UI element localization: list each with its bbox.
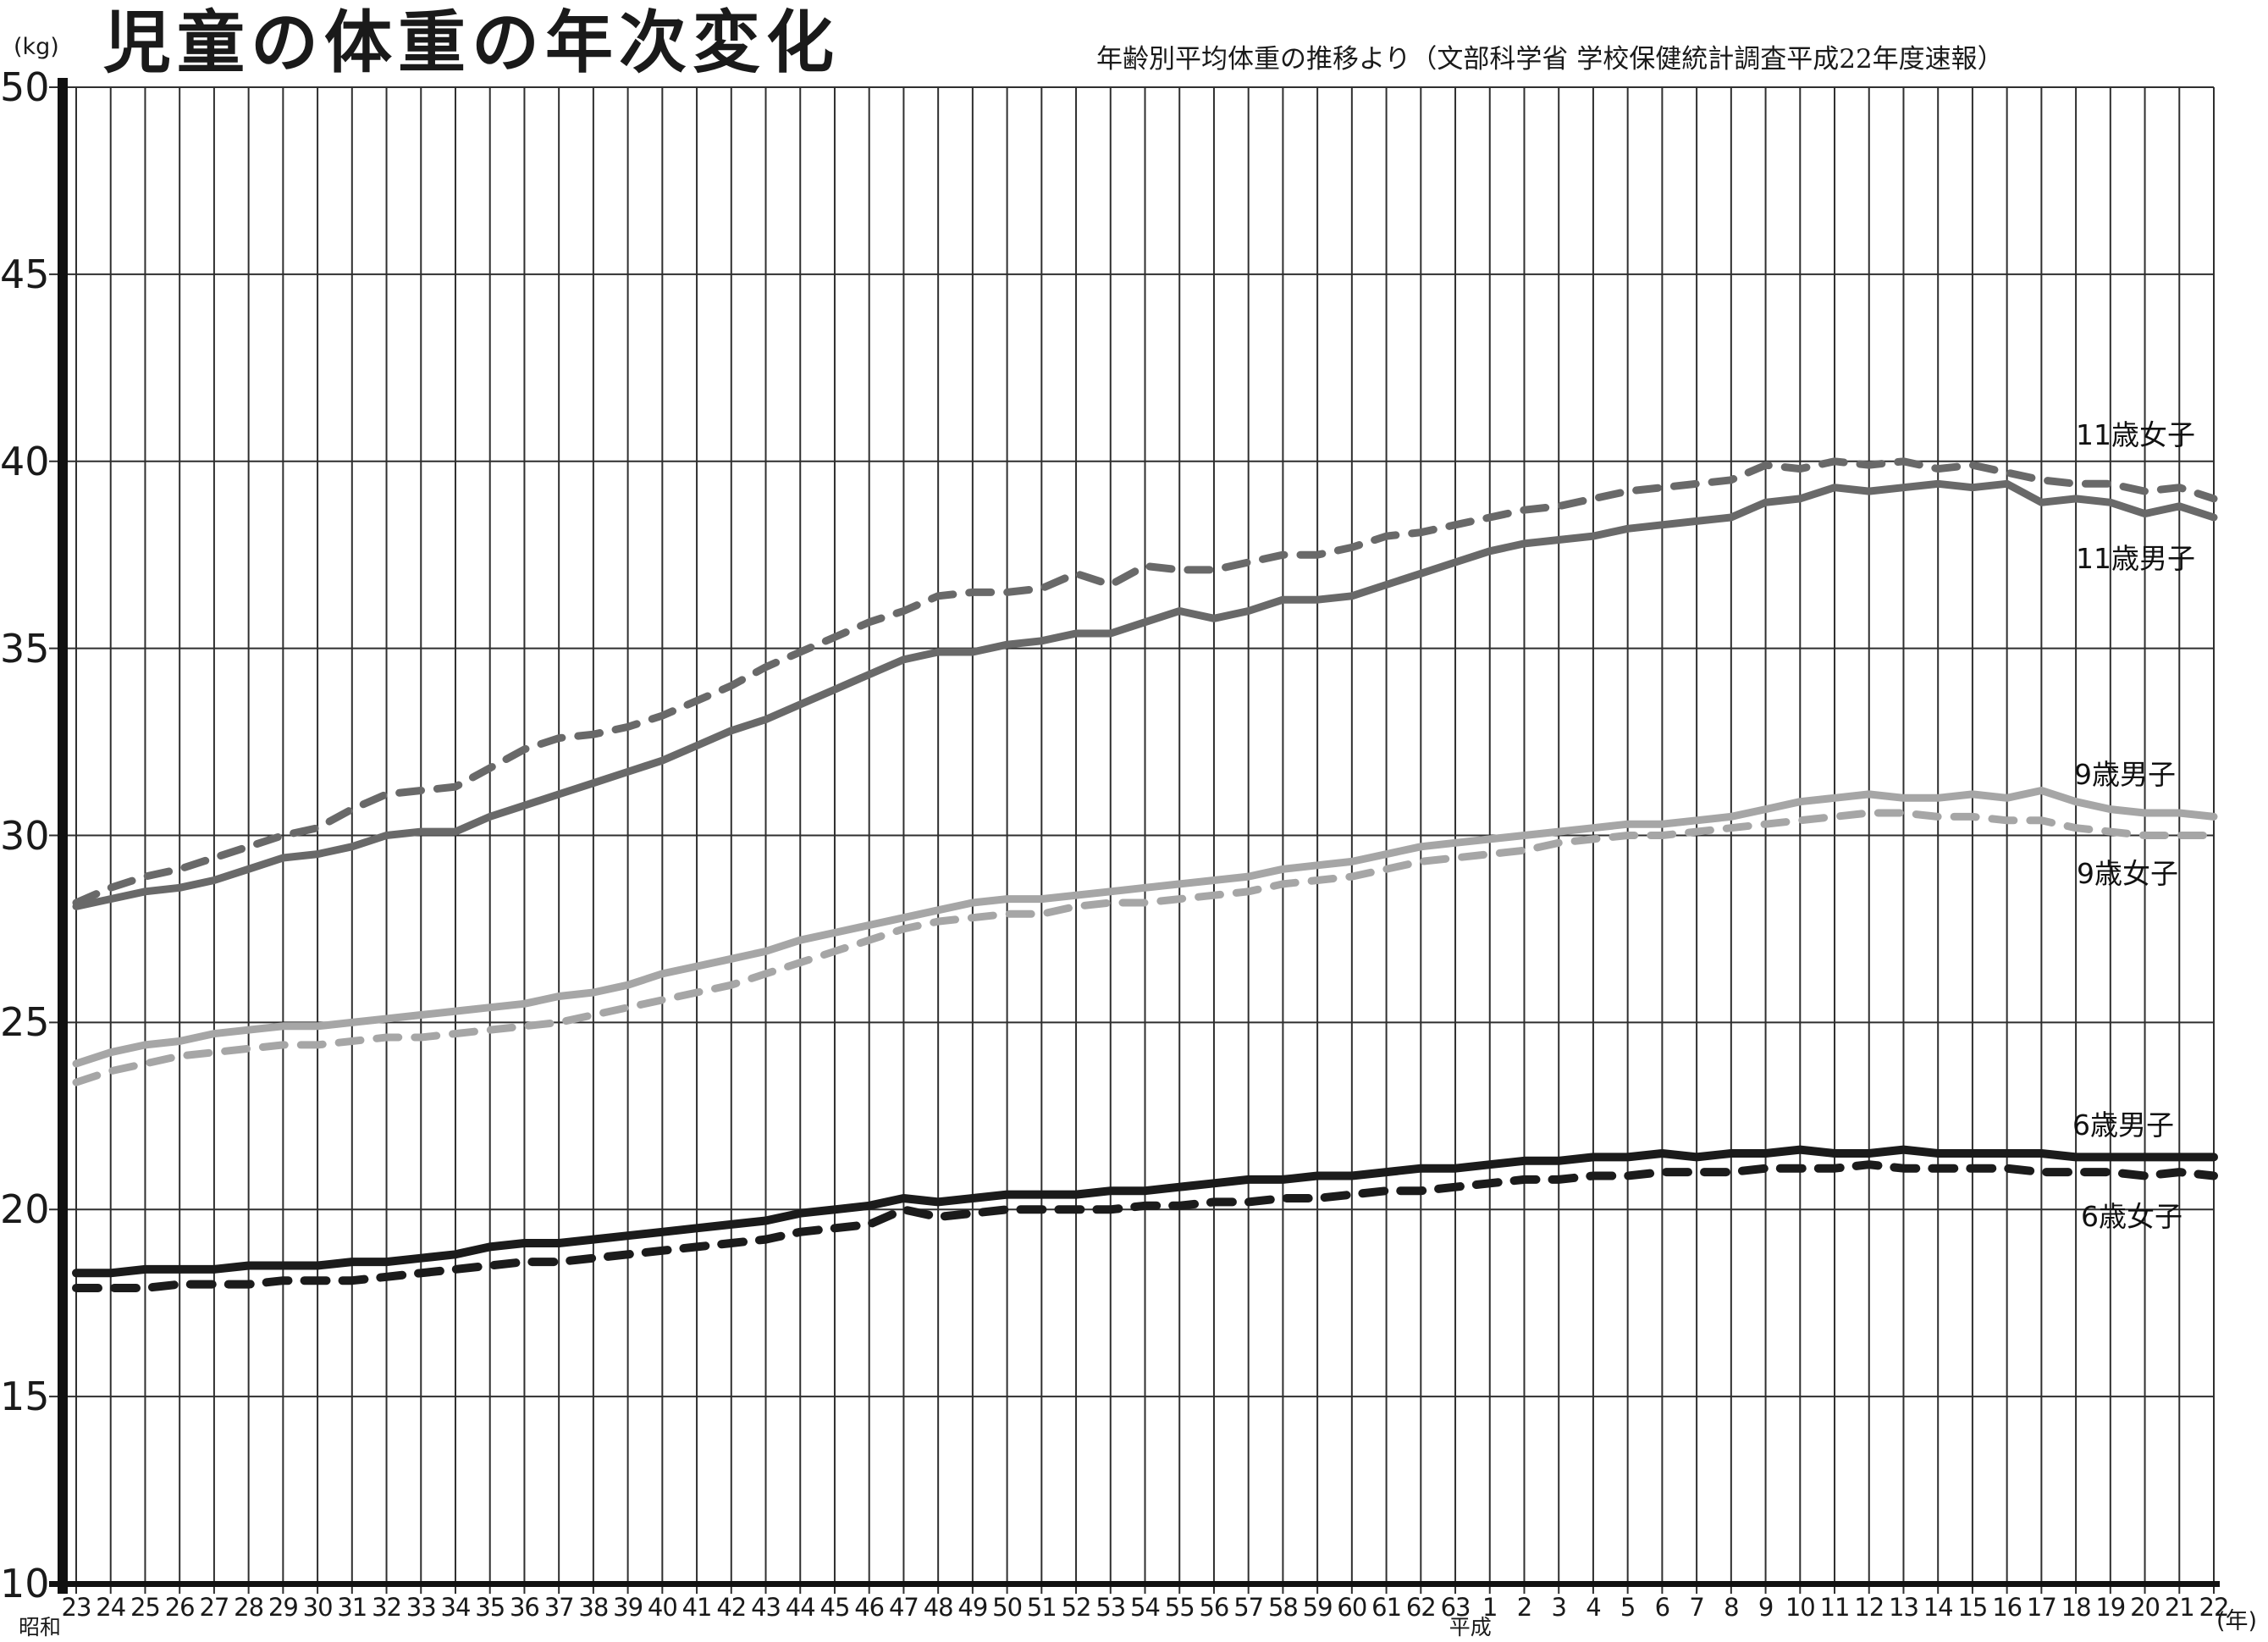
x-tick-label: 56: [1199, 1593, 1229, 1622]
x-tick-label: 34: [440, 1593, 472, 1622]
x-tick-label: 62: [1405, 1593, 1437, 1622]
x-tick-label: 54: [1130, 1593, 1161, 1622]
x-tick-label: 25: [130, 1593, 161, 1622]
x-tick-label: 20: [2130, 1593, 2160, 1622]
x-tick-label: 61: [1371, 1593, 1402, 1622]
x-tick-label: 38: [578, 1593, 609, 1622]
series-label-girls-9: 9歳女子: [2077, 857, 2178, 890]
x-tick-label: 29: [268, 1593, 299, 1622]
era-label: 平成: [1449, 1615, 1492, 1639]
x-tick-label: 3: [1551, 1593, 1566, 1622]
line-boys-9: [72, 787, 2218, 1068]
x-tick-label: 33: [406, 1593, 437, 1622]
grid-lines: [49, 86, 2215, 1594]
x-tick-label: 43: [751, 1593, 781, 1622]
series-label-boys-9: 9歳男子: [2074, 758, 2176, 791]
x-tick-label: 58: [1267, 1593, 1299, 1622]
x-tick-label: 45: [819, 1593, 851, 1622]
x-tick-label: 18: [2061, 1593, 2092, 1622]
x-tick-label: 44: [785, 1593, 816, 1622]
x-tick-label: 46: [854, 1593, 885, 1622]
x-axis-line: [49, 1581, 2220, 1587]
x-tick-label: 10: [1785, 1593, 1816, 1622]
y-tick-label-45: 45: [0, 251, 50, 297]
series-label-boys-11: 11歳男子: [2076, 542, 2195, 575]
y-tick-label-15: 15: [0, 1374, 50, 1420]
y-tick-label-20: 20: [0, 1186, 50, 1233]
x-tick-label: 27: [199, 1593, 229, 1622]
x-tick-label: 1: [1482, 1593, 1498, 1622]
x-tick-label: 28: [234, 1593, 264, 1622]
line-boys-11: [72, 479, 2218, 910]
x-tick-label: 48: [923, 1593, 954, 1622]
x-tick-label: 50: [992, 1593, 1023, 1622]
x-tick-label: 5: [1620, 1593, 1636, 1622]
era-label: 昭和: [19, 1615, 62, 1639]
x-axis-unit-label: (年): [2216, 1608, 2258, 1634]
x-tick-label: 59: [1302, 1593, 1333, 1622]
x-tick-label: 32: [372, 1593, 402, 1622]
x-tick-label: 21: [2164, 1593, 2195, 1622]
x-tick-label: 47: [888, 1593, 919, 1622]
x-tick-label: 30: [302, 1593, 334, 1622]
y-tick-label-40: 40: [0, 438, 50, 484]
x-tick-label: 49: [957, 1593, 988, 1622]
y-tick-label-10: 10: [0, 1561, 50, 1606]
x-tick-label: 2: [1516, 1593, 1532, 1622]
y-tick-label-25: 25: [0, 999, 50, 1046]
x-tick-label: 52: [1061, 1593, 1092, 1622]
series-label-girls-11: 11歳女子: [2076, 418, 2195, 451]
y-tick-label-50: 50: [0, 64, 50, 110]
series-label-girls-6: 6歳女子: [2081, 1200, 2182, 1233]
x-tick-label: 23: [61, 1593, 92, 1622]
line-girls-6: [72, 1160, 2218, 1292]
x-tick-label: 6: [1654, 1593, 1670, 1622]
x-tick-label: 12: [1854, 1593, 1884, 1622]
x-tick-label: 13: [1889, 1593, 1919, 1622]
y-tick-label-35: 35: [0, 625, 50, 672]
y-axis-unit-label: (kg): [14, 34, 59, 60]
x-tick-label: 4: [1586, 1593, 1601, 1622]
x-tick-label: 19: [2095, 1593, 2126, 1622]
series-label-boys-6: 6歳男子: [2072, 1108, 2174, 1142]
x-tick-label: 42: [716, 1593, 747, 1622]
line-girls-9: [72, 809, 2218, 1086]
x-tick-label: 39: [613, 1593, 643, 1622]
page-subtitle: 年齢別平均体重の推移より（文部科学省 学校保健統計調査平成22年度速報）: [1096, 44, 2004, 75]
x-tick-label: 31: [337, 1593, 367, 1622]
x-tick-label: 51: [1026, 1593, 1057, 1622]
x-tick-label: 17: [2026, 1593, 2057, 1622]
x-tick-label: 53: [1095, 1593, 1126, 1622]
x-tick-label: 63: [1440, 1593, 1471, 1622]
y-tick-label-30: 30: [0, 812, 50, 859]
x-tick-label: 26: [164, 1593, 196, 1622]
y-axis-line: [58, 78, 68, 1594]
x-tick-label: 35: [475, 1593, 505, 1622]
x-tick-label: 15: [1957, 1593, 1988, 1622]
x-tick-label: 37: [544, 1593, 575, 1622]
x-tick-label: 8: [1724, 1593, 1739, 1622]
x-tick-label: 24: [96, 1593, 126, 1622]
x-tick-label: 55: [1164, 1593, 1195, 1622]
x-tick-label: 57: [1233, 1593, 1264, 1622]
x-tick-label: 7: [1689, 1593, 1704, 1622]
x-tick-label: 60: [1337, 1593, 1367, 1622]
x-tick-label: 22: [2199, 1593, 2230, 1622]
x-tick-label: 36: [509, 1593, 540, 1622]
x-tick-label: 11: [1819, 1593, 1851, 1622]
x-tick-label: 9: [1758, 1593, 1774, 1622]
page-title: 児童の体重の年次変化: [103, 3, 840, 82]
line-boys-6: [72, 1145, 2218, 1278]
line-girls-11: [72, 457, 2218, 907]
x-tick-label: 40: [647, 1593, 678, 1622]
x-tick-label: 14: [1923, 1593, 1954, 1622]
x-tick-label: 16: [1992, 1593, 2022, 1622]
x-tick-label: 41: [682, 1593, 713, 1622]
